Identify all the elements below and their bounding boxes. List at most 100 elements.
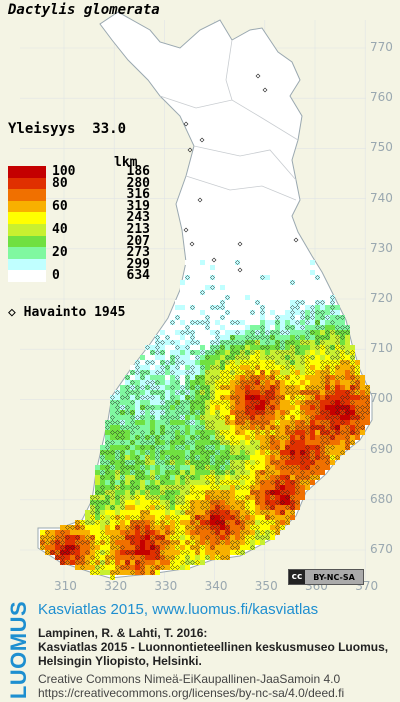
observation-marker (90, 510, 95, 515)
coverage-cell (320, 395, 325, 400)
coverage-cell (165, 520, 170, 525)
coverage-cell (120, 400, 125, 405)
coverage-cell (200, 425, 205, 430)
coverage-cell (200, 475, 205, 480)
coverage-cell (225, 350, 230, 355)
coverage-cell (200, 550, 205, 555)
coverage-cell (235, 450, 240, 455)
coverage-cell (285, 355, 290, 360)
coverage-cell (210, 515, 215, 520)
observation-marker (275, 420, 280, 425)
coverage-cell (150, 370, 155, 375)
coverage-cell (130, 440, 135, 445)
coverage-cell (210, 555, 215, 560)
observation-marker (350, 430, 355, 435)
observation-marker (237, 267, 243, 273)
observation-marker (270, 385, 275, 390)
observation-marker (170, 455, 175, 460)
coverage-cell (260, 270, 265, 275)
coverage-cell (145, 515, 150, 520)
observation-marker (45, 550, 50, 555)
coverage-cell (200, 445, 205, 450)
observation-marker (235, 545, 240, 550)
coverage-cell (110, 565, 115, 570)
coverage-cell (170, 435, 175, 440)
coverage-cell (200, 470, 205, 475)
coverage-cell (175, 345, 180, 350)
coverage-cell (310, 380, 315, 385)
observation-marker (325, 330, 330, 335)
observation-marker (275, 425, 280, 430)
observation-marker (260, 335, 265, 340)
coverage-cell (245, 300, 250, 305)
coverage-cell (300, 345, 305, 350)
coverage-cell (275, 405, 280, 410)
coverage-cell (125, 430, 130, 435)
coverage-cell (235, 525, 240, 530)
coverage-cell (305, 360, 310, 365)
coverage-cell (85, 565, 90, 570)
coverage-cell (150, 540, 155, 545)
citation-line-3: Helsingin Yliopisto, Helsinki. (38, 654, 202, 668)
coverage-cell (185, 335, 190, 340)
observation-marker (205, 525, 210, 530)
coverage-cell (200, 510, 205, 515)
license-badge[interactable]: cc BY-NC-SA (288, 569, 364, 585)
observation-marker (190, 535, 195, 540)
coverage-cell (240, 515, 245, 520)
coverage-cell (285, 395, 290, 400)
coverage-cell (115, 445, 120, 450)
coverage-cell (340, 325, 345, 330)
coverage-cell (225, 365, 230, 370)
coverage-cell (180, 520, 185, 525)
coverage-cell (350, 380, 355, 385)
coverage-cell (150, 550, 155, 555)
coverage-cell (150, 455, 155, 460)
observation-marker (150, 445, 155, 450)
observation-marker (70, 545, 75, 550)
coverage-cell (170, 420, 175, 425)
coverage-cell (230, 350, 235, 355)
coverage-cell (135, 410, 140, 415)
coverage-cell (175, 455, 180, 460)
coverage-cell (205, 430, 210, 435)
coverage-cell (285, 410, 290, 415)
observation-marker (255, 330, 260, 335)
coverage-cell (175, 395, 180, 400)
coverage-cell (190, 520, 195, 525)
coverage-cell (300, 370, 305, 375)
coverage-cell (235, 290, 240, 295)
observation-marker (110, 555, 115, 560)
coverage-cell (205, 475, 210, 480)
coverage-cell (355, 395, 360, 400)
observation-marker (140, 565, 145, 570)
coverage-cell (100, 555, 105, 560)
observation-marker (60, 530, 65, 535)
observation-marker (290, 370, 295, 375)
legend-row: 20 273 (8, 245, 150, 260)
coverage-cell (315, 360, 320, 365)
coverage-cell (325, 295, 330, 300)
coverage-cell (190, 480, 195, 485)
coverage-cell (240, 525, 245, 530)
observation-marker (95, 560, 100, 565)
coverage-cell (150, 510, 155, 515)
coverage-cell (320, 350, 325, 355)
coverage-cell (70, 555, 75, 560)
observation-marker (265, 435, 270, 440)
observation-marker (195, 540, 200, 545)
license-url[interactable]: https://creativecommons.org/licenses/by-… (38, 686, 345, 700)
coverage-cell (60, 555, 65, 560)
coverage-cell (315, 385, 320, 390)
coverage-cell (290, 440, 295, 445)
coverage-cell (225, 455, 230, 460)
coverage-cell (265, 510, 270, 515)
coverage-cell (195, 510, 200, 515)
coverage-cell (270, 435, 275, 440)
coverage-cell (265, 530, 270, 535)
atlas-link[interactable]: Kasviatlas 2015, www.luomus.fi/kasviatla… (38, 601, 319, 618)
coverage-cell (180, 475, 185, 480)
coverage-cell (240, 385, 245, 390)
coverage-cell (145, 495, 150, 500)
observation-marker (90, 535, 95, 540)
